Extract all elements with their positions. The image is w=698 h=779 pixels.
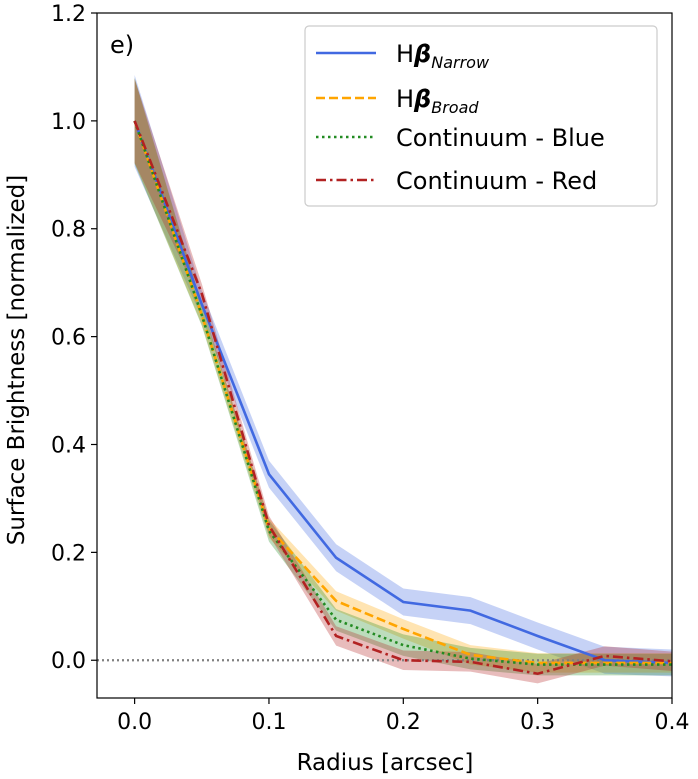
line-h-narrow (133, 120, 673, 665)
y-tick-label: 0.4 (51, 433, 86, 458)
x-axis-ticks: 0.0 0.1 0.2 0.3 0.4 (117, 698, 690, 735)
legend-box (304, 25, 658, 207)
band-continuum-blue (134, 77, 672, 676)
legend-label: Continuum - Blue (396, 124, 605, 152)
y-tick-label: 0.8 (51, 218, 86, 243)
y-tick-label: 1.2 (51, 2, 86, 27)
x-tick-label: 0.0 (117, 710, 152, 735)
plot-frame (96, 12, 673, 699)
x-tick-label: 0.1 (251, 710, 286, 735)
legend-label: HβNarrow (396, 40, 490, 72)
x-tick-label: 0.2 (386, 710, 421, 735)
legend-label: Continuum - Red (396, 167, 597, 195)
y-tick-label: 0.6 (51, 326, 86, 351)
legend: HβNarrow HβBroad Continuum - Blue Continuum… (304, 25, 658, 207)
y-axis-label: Surface Brightness [normalized] (4, 175, 30, 546)
line-continuum-red (133, 120, 673, 676)
y-tick-label: 0.0 (51, 649, 86, 674)
panel-label: e) (110, 31, 134, 59)
series-lines (133, 120, 673, 676)
legend-label: HβBroad (396, 85, 479, 117)
y-axis-ticks: 0.0 0.2 0.4 0.6 0.8 1.0 1.2 (51, 2, 97, 674)
x-axis-label: Radius [arcsec] (297, 750, 474, 776)
x-tick-label: 0.4 (655, 710, 690, 735)
y-tick-label: 0.2 (51, 541, 86, 566)
x-tick-label: 0.3 (520, 710, 555, 735)
y-tick-label: 1.0 (51, 110, 86, 135)
